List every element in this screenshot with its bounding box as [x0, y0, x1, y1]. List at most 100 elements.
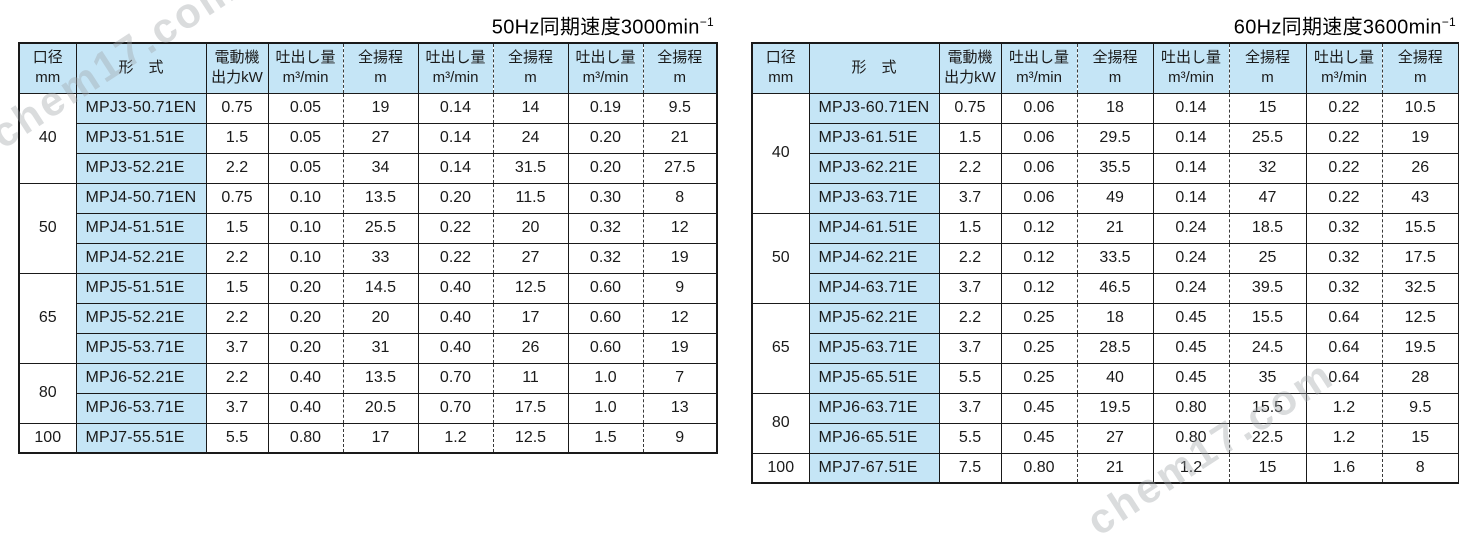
cell-model: MPJ4-63.71E [808, 272, 939, 303]
cell-total-head: 19 [342, 92, 418, 123]
cell-total-head: 12.5 [1381, 302, 1459, 333]
cell-total-head: 17.5 [492, 392, 568, 423]
cell-total-head: 12 [642, 212, 717, 243]
cell-total-head: 7 [642, 362, 717, 393]
cell-discharge: 0.22 [1305, 182, 1382, 213]
cell-total-head: 24 [492, 122, 568, 153]
cell-total-head: 35 [1228, 362, 1306, 393]
cell-total-head: 15 [1228, 92, 1306, 123]
cell-motor-output: 2.2 [205, 152, 268, 183]
cell-motor-output: 2.2 [205, 302, 268, 333]
cell-model: MPJ6-53.71E [75, 392, 206, 423]
cell-discharge: 0.24 [1152, 242, 1229, 273]
col-header-model: 形 式 [75, 42, 206, 93]
cell-discharge: 0.06 [1000, 152, 1077, 183]
header-row: 口径 mm 形 式電動機 出力kW 吐出し量 m³/min 全揚程 m 吐出し量 m³/min 全揚… [18, 42, 717, 93]
cell-total-head: 9.5 [642, 92, 717, 123]
cell-discharge: 1.0 [567, 362, 643, 393]
col-header-total-head: 全揚程 m [642, 42, 717, 93]
title-superscript-50hz: −1 [699, 15, 714, 29]
cell-motor-output: 3.7 [938, 332, 1001, 363]
cell-model: MPJ3-61.51E [808, 122, 939, 153]
cell-total-head: 31 [342, 332, 418, 363]
spec-row: MPJ5-53.71E 3.7 0.20 31 0.40 26 0.60 19 [19, 332, 717, 363]
cell-discharge: 0.24 [1152, 212, 1229, 243]
col-header-discharge: 吐出し量 m³/min [1305, 42, 1382, 93]
cell-total-head: 19 [1381, 122, 1459, 153]
cell-total-head: 17.5 [1381, 242, 1459, 273]
cell-total-head: 15 [1228, 452, 1306, 483]
col-header-total-head: 全揚程 m [1228, 42, 1306, 93]
cell-discharge: 0.45 [1152, 302, 1229, 333]
cell-total-head: 11 [492, 362, 568, 393]
cell-total-head: 19 [642, 242, 717, 273]
cell-total-head: 43 [1381, 182, 1459, 213]
cell-motor-output: 1.5 [938, 122, 1001, 153]
cell-model: MPJ4-62.21E [808, 242, 939, 273]
cell-discharge: 0.14 [1152, 122, 1229, 153]
cell-motor-output: 3.7 [205, 332, 268, 363]
col-header-total-head: 全揚程 m [1076, 42, 1153, 93]
cell-total-head: 22.5 [1228, 422, 1306, 453]
col-header-model: 形 式 [808, 42, 939, 93]
cell-total-head: 21 [1076, 452, 1153, 483]
cell-diameter: 80 [751, 392, 809, 453]
cell-diameter: 100 [751, 452, 809, 483]
cell-motor-output: 2.2 [938, 242, 1001, 273]
cell-diameter: 40 [751, 92, 809, 213]
cell-motor-output: 3.7 [205, 392, 268, 423]
spec-row: 80 MPJ6-63.71E 3.7 0.45 19.5 0.80 15.5 1.2 9.5 [751, 392, 1459, 453]
cell-total-head: 31.5 [492, 152, 568, 183]
cell-discharge: 0.45 [1152, 362, 1229, 393]
cell-model: MPJ5-51.51E [75, 272, 206, 303]
title-text-60hz: 60Hz同期速度3600min [1233, 16, 1442, 39]
spec-row: 80 MPJ6-52.21E 2.2 0.40 13.5 0.70 11 1.0 7 [18, 362, 717, 423]
cell-model: MPJ5-52.21E [75, 302, 206, 333]
col-header-total-head: 全揚程 m [342, 42, 418, 93]
table-title-60hz: 60Hz同期速度3600min−1 [751, 7, 1458, 39]
cell-total-head: 28 [1381, 362, 1459, 393]
cell-total-head: 15 [1381, 422, 1459, 453]
cell-motor-output: 2.2 [205, 362, 268, 393]
col-header-motor-output: 電動機 出力kW [938, 42, 1001, 93]
cell-total-head: 25.5 [1228, 122, 1306, 153]
cell-model: MPJ3-60.71EN [808, 92, 939, 123]
cell-discharge: 0.14 [1152, 182, 1229, 213]
cell-total-head: 32 [1228, 152, 1306, 183]
cell-total-head: 20 [492, 212, 568, 243]
cell-total-head: 26 [1381, 152, 1459, 183]
cell-total-head: 17 [492, 302, 568, 333]
cell-discharge: 0.40 [267, 392, 343, 423]
cell-discharge: 0.24 [1152, 272, 1229, 303]
cell-discharge: 0.40 [417, 332, 493, 363]
cell-discharge: 0.80 [1152, 422, 1229, 453]
cell-discharge: 0.20 [417, 182, 493, 213]
cell-total-head: 27 [492, 242, 568, 273]
cell-total-head: 9.5 [1381, 392, 1459, 423]
cell-total-head: 27 [1076, 422, 1153, 453]
cell-discharge: 0.60 [567, 272, 643, 303]
cell-discharge: 0.30 [567, 182, 643, 213]
cell-total-head: 20 [342, 302, 418, 333]
cell-discharge: 0.06 [1000, 182, 1077, 213]
cell-discharge: 0.60 [567, 332, 643, 363]
cell-motor-output: 1.5 [205, 272, 268, 303]
cell-discharge: 0.14 [417, 92, 493, 123]
spec-row: 100 MPJ7-67.51E 7.5 0.80 21 1.2 15 1.6 8 [751, 452, 1459, 483]
pump-spec-table-60hz: 口径 mm 形 式電動機 出力kW 吐出し量 m³/min 全揚程 m 吐出し量 m³/min 全揚… [751, 42, 1459, 484]
spec-row: MPJ6-65.51E 5.5 0.45 27 0.80 22.5 1.2 15 [752, 422, 1459, 453]
cell-total-head: 9 [642, 422, 717, 453]
cell-total-head: 40 [1076, 362, 1153, 393]
cell-total-head: 13.5 [342, 182, 418, 213]
spec-row: MPJ4-62.21E 2.2 0.12 33.5 0.24 25 0.32 17.5 [752, 242, 1459, 273]
cell-total-head: 8 [1381, 452, 1459, 483]
cell-total-head: 25 [1228, 242, 1306, 273]
cell-total-head: 15.5 [1381, 212, 1459, 243]
cell-model: MPJ4-50.71EN [75, 182, 206, 213]
cell-diameter: 65 [18, 272, 76, 363]
cell-discharge: 0.64 [1305, 302, 1382, 333]
cell-discharge: 0.22 [417, 212, 493, 243]
cell-total-head: 34 [342, 152, 418, 183]
col-header-motor-output: 電動機 出力kW [205, 42, 268, 93]
cell-diameter: 50 [18, 182, 76, 273]
